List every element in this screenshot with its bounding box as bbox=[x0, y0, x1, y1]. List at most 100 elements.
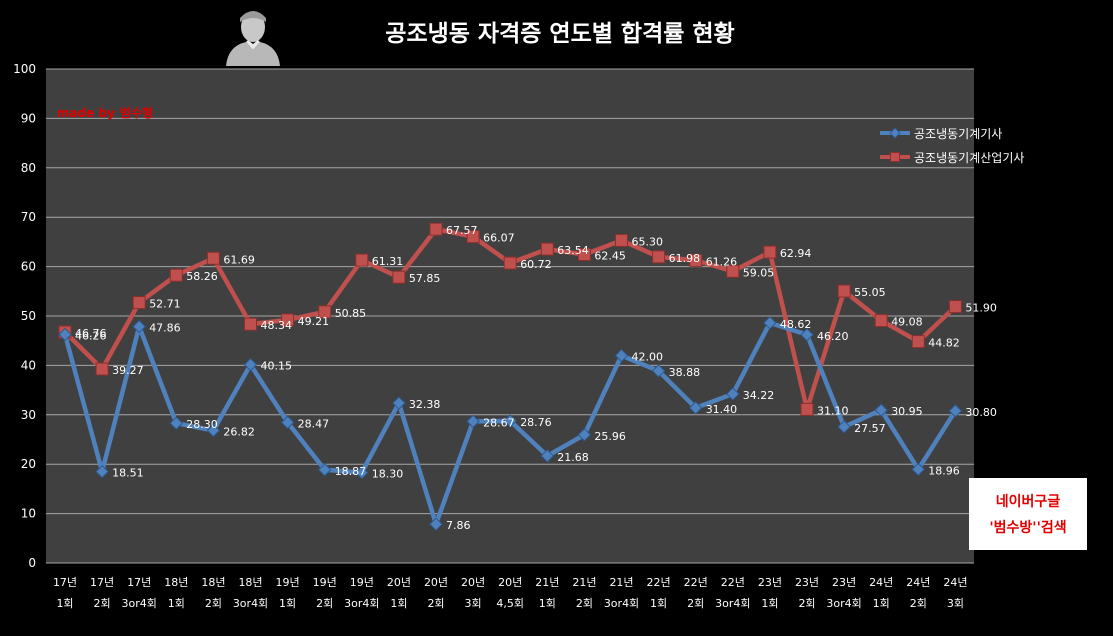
data-point-0-17 bbox=[688, 401, 703, 415]
x-tick-label-round-10: 2회 bbox=[427, 597, 444, 610]
data-point-1-8 bbox=[355, 253, 369, 267]
data-label-1-22: 49.08 bbox=[891, 316, 923, 329]
data-label-1-18: 59.05 bbox=[743, 266, 775, 279]
data-label-0-11: 28.67 bbox=[483, 416, 514, 429]
data-label-0-12: 28.76 bbox=[520, 416, 552, 429]
x-tick-label-round-15: 3or4회 bbox=[604, 597, 639, 610]
data-point-1-13 bbox=[540, 242, 554, 256]
x-tick-label-round-9: 1회 bbox=[390, 597, 407, 610]
data-label-1-16: 61.98 bbox=[669, 252, 701, 265]
x-tick-label-round-8: 3or4회 bbox=[344, 597, 379, 610]
x-tick-label-year-18: 22년 bbox=[721, 576, 745, 589]
data-point-1-24 bbox=[948, 300, 962, 314]
y-tick-label-80: 80 bbox=[21, 161, 36, 175]
data-label-1-19: 62.94 bbox=[780, 247, 812, 260]
made-by-prefix: made by bbox=[57, 106, 115, 120]
data-label-1-21: 55.05 bbox=[854, 286, 886, 299]
x-tick-label-round-14: 2회 bbox=[576, 597, 593, 610]
x-tick-label-round-18: 3or4회 bbox=[715, 597, 750, 610]
x-tick-label-year-9: 20년 bbox=[387, 576, 411, 589]
x-tick-label-round-21: 3or4회 bbox=[826, 597, 861, 610]
data-point-0-23 bbox=[911, 462, 926, 477]
x-tick-label-round-22: 1회 bbox=[873, 597, 890, 610]
data-label-0-19: 48.62 bbox=[780, 318, 812, 331]
made-by-name: 범수형 bbox=[119, 106, 154, 120]
x-tick-label-round-4: 2회 bbox=[205, 597, 222, 610]
data-label-0-3: 28.30 bbox=[186, 418, 218, 431]
data-point-1-3 bbox=[169, 268, 183, 282]
data-point-0-3 bbox=[169, 416, 184, 430]
data-point-1-16 bbox=[652, 250, 666, 264]
x-tick-label-year-20: 23년 bbox=[795, 576, 819, 589]
x-tick-label-round-0: 1회 bbox=[56, 597, 73, 610]
data-label-1-20: 31.10 bbox=[817, 404, 849, 417]
data-point-1-4 bbox=[206, 251, 220, 265]
x-tick-label-year-15: 21년 bbox=[609, 576, 633, 589]
data-label-0-17: 31.40 bbox=[706, 403, 738, 416]
x-tick-label-year-5: 18년 bbox=[238, 576, 262, 589]
x-tick-label-round-6: 1회 bbox=[279, 597, 296, 610]
data-point-0-22 bbox=[874, 403, 888, 417]
y-tick-label-20: 20 bbox=[21, 457, 36, 471]
x-tick-label-round-1: 2회 bbox=[94, 597, 111, 610]
data-point-1-11 bbox=[466, 230, 480, 244]
data-point-1-22 bbox=[874, 314, 888, 328]
x-tick-label-round-11: 3회 bbox=[465, 597, 482, 610]
data-label-0-24: 30.80 bbox=[965, 406, 997, 419]
data-label-1-2: 52.71 bbox=[149, 298, 181, 311]
data-label-0-7: 18.87 bbox=[335, 465, 367, 478]
legend-swatch-blue-diamond-icon bbox=[880, 127, 910, 139]
data-label-1-17: 61.26 bbox=[706, 255, 738, 268]
x-tick-label-year-14: 21년 bbox=[572, 576, 596, 589]
data-point-0-7 bbox=[317, 463, 332, 477]
x-tick-label-year-13: 21년 bbox=[535, 576, 559, 589]
data-point-0-10 bbox=[429, 517, 443, 531]
data-label-0-6: 28.47 bbox=[298, 417, 330, 430]
data-label-0-15: 42.00 bbox=[632, 351, 664, 364]
x-tick-label-round-17: 2회 bbox=[687, 597, 704, 610]
data-label-1-23: 44.82 bbox=[928, 337, 960, 350]
x-tick-label-year-0: 17년 bbox=[53, 576, 77, 589]
data-label-0-18: 34.22 bbox=[743, 389, 775, 402]
data-label-0-10: 7.86 bbox=[446, 519, 471, 532]
data-point-1-12 bbox=[503, 256, 517, 270]
data-label-0-2: 47.86 bbox=[149, 322, 181, 335]
legend-label-blue: 공조냉동기계기사 bbox=[914, 126, 1003, 141]
y-tick-label-60: 60 bbox=[21, 260, 36, 274]
data-point-1-21 bbox=[837, 284, 851, 298]
data-point-1-17 bbox=[689, 253, 703, 267]
data-point-1-19 bbox=[763, 245, 777, 259]
data-label-0-0: 46.26 bbox=[75, 329, 107, 342]
legend-label-red: 공조냉동기계산업기사 bbox=[914, 150, 1025, 165]
y-tick-label-10: 10 bbox=[21, 507, 36, 521]
y-tick-label-30: 30 bbox=[21, 408, 36, 422]
data-point-1-5 bbox=[244, 317, 257, 331]
x-tick-label-year-1: 17년 bbox=[90, 576, 114, 589]
x-tick-label-year-19: 23년 bbox=[758, 576, 782, 589]
y-tick-label-90: 90 bbox=[21, 111, 36, 125]
search-note-box: 네이버구글 '범수방''검색 bbox=[969, 478, 1087, 550]
data-label-0-4: 26.82 bbox=[223, 426, 255, 439]
data-label-1-15: 65.30 bbox=[632, 235, 664, 248]
data-label-0-14: 25.96 bbox=[594, 430, 626, 443]
data-point-1-15 bbox=[615, 233, 628, 247]
data-label-1-7: 50.85 bbox=[335, 307, 367, 320]
data-point-0-11 bbox=[466, 414, 480, 429]
data-label-1-12: 60.72 bbox=[520, 258, 552, 271]
data-point-0-13 bbox=[540, 449, 555, 463]
data-label-1-0: 46.76 bbox=[75, 327, 107, 340]
data-point-1-20 bbox=[800, 402, 814, 416]
data-point-0-1 bbox=[95, 464, 109, 479]
data-point-0-9 bbox=[392, 396, 406, 410]
x-tick-label-round-13: 1회 bbox=[539, 597, 556, 610]
x-tick-label-round-7: 2회 bbox=[316, 597, 333, 610]
x-tick-label-round-3: 1회 bbox=[168, 597, 185, 610]
x-tick-label-year-10: 20년 bbox=[424, 576, 448, 589]
data-label-0-8: 18.30 bbox=[372, 468, 404, 481]
data-point-1-23 bbox=[911, 335, 925, 349]
chart-title: 공조냉동 자격증 연도별 합격률 현황 bbox=[385, 21, 735, 47]
data-label-1-13: 63.54 bbox=[557, 244, 589, 257]
data-point-1-14 bbox=[577, 247, 591, 261]
data-label-1-3: 58.26 bbox=[186, 270, 218, 283]
